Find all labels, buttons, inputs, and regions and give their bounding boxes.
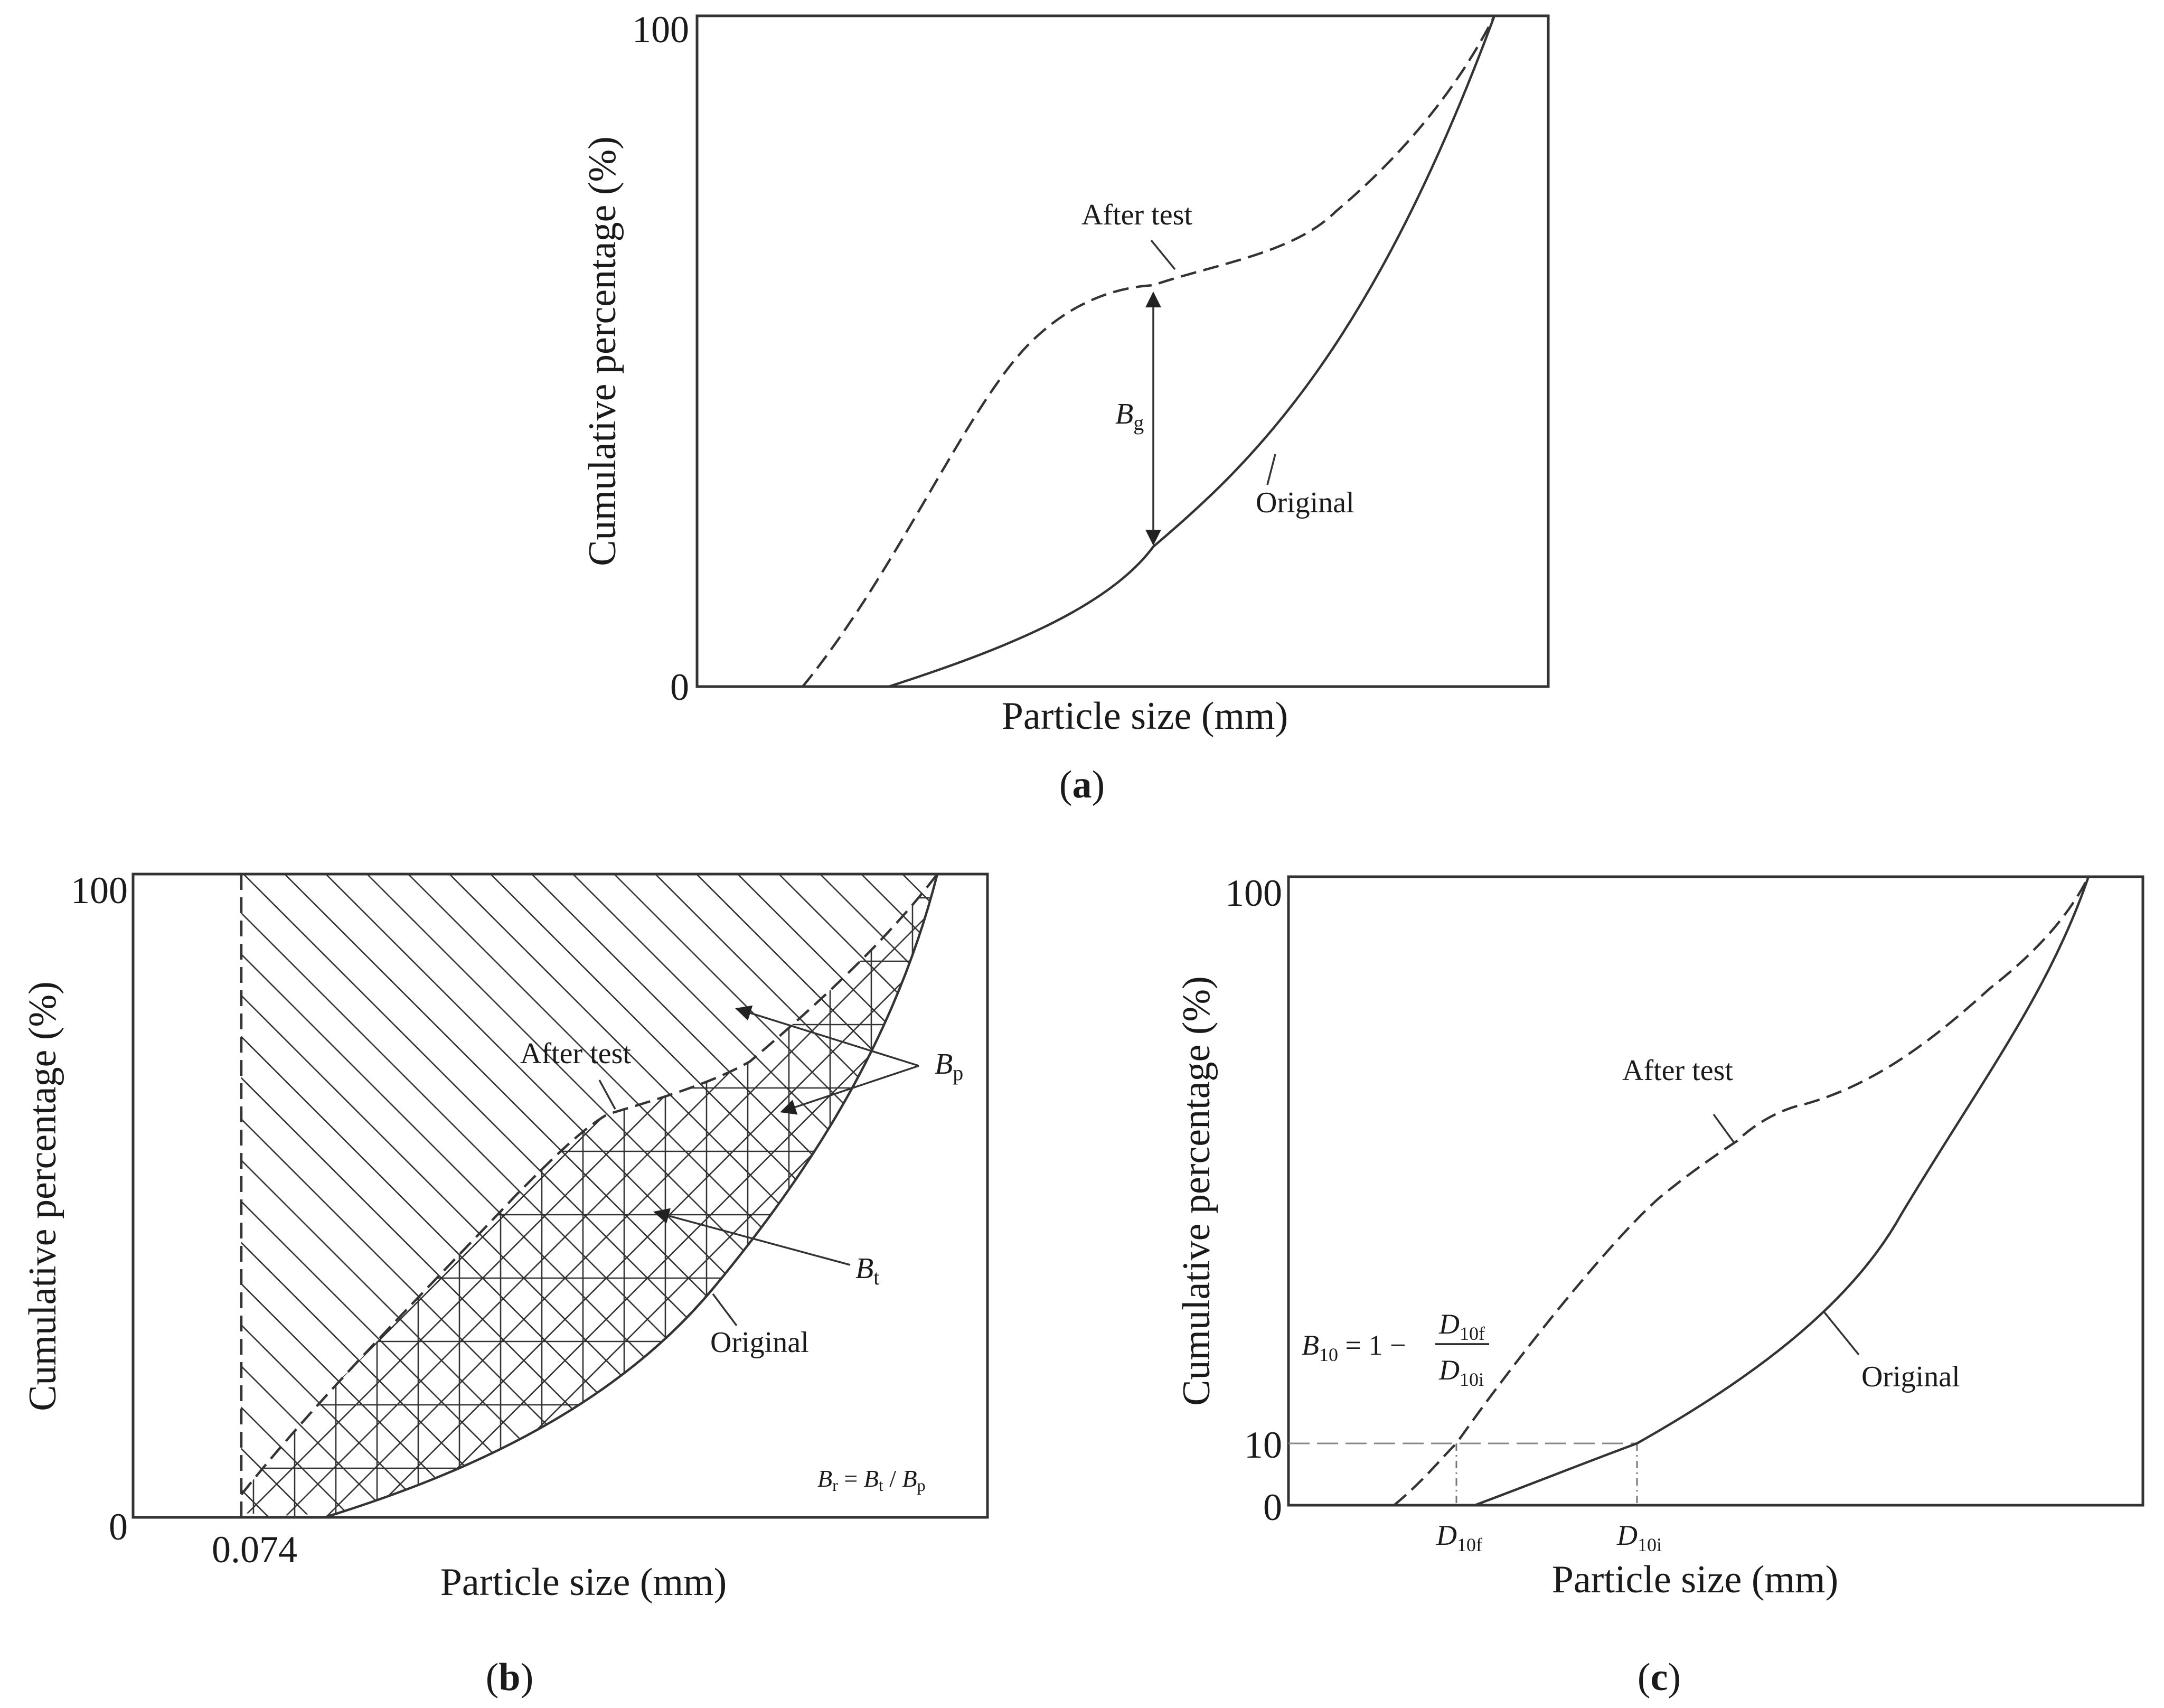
panel-c-y-bottom-tick: 0: [1263, 1486, 1282, 1528]
panel-a-original-leader: [1266, 454, 1276, 485]
panel-a-after-test-curve: [802, 15, 1496, 688]
svg-text:B10 = 1 −: B10 = 1 −: [1302, 1329, 1406, 1365]
panel-a-frame: [695, 14, 1550, 688]
panel-c-after-test-label: After test: [1622, 1054, 1733, 1087]
panel-c-x-axis-label: Particle size (mm): [1552, 1558, 1838, 1601]
panel-c-d10f-label: D10f: [1436, 1519, 1482, 1555]
panel-b-bp-arrow-lower: [780, 1065, 919, 1115]
panel-b-original-curve: [324, 874, 939, 1519]
panel-a-original-label: Original: [1256, 486, 1354, 519]
panel-b-formula: Br = Bt / Bp: [817, 1465, 926, 1495]
panel-c-original-curve: [1474, 876, 2090, 1507]
panel-b-x-axis-label: Particle size (mm): [440, 1561, 727, 1604]
panel-c-original-label: Original: [1861, 1360, 1960, 1393]
panel-c: 100 10 0 Cumulative percentage (%) Parti…: [1175, 872, 2144, 1699]
panel-a-bg-label: Bg: [1115, 398, 1144, 435]
panel-b-after-test-label: After test: [520, 1037, 631, 1070]
panel-a-y-bottom-tick: 0: [670, 666, 689, 708]
panel-b-original-leader: [712, 1293, 738, 1327]
svg-text:D10f: D10f: [1438, 1308, 1485, 1344]
panel-a-after-test-leader: [1150, 239, 1176, 270]
panel-a-y-axis-label: Cumulative percentage (%): [581, 136, 624, 566]
panel-b-y-bottom-tick: 0: [109, 1506, 128, 1548]
panel-b-frame: [131, 872, 989, 1519]
panel-a-x-axis-label: Particle size (mm): [1002, 695, 1288, 738]
panel-b-after-test-curve: [240, 873, 938, 1496]
panel-a-y-top-tick: 100: [632, 8, 689, 51]
panel-c-after-test-leader: [1713, 1113, 1736, 1144]
panel-c-frame: [1287, 875, 2144, 1507]
panel-b-bp-hatching: [241, 874, 937, 1517]
panel-b-bt-label: Bt: [855, 1252, 879, 1289]
panel-c-y-axis-label: Cumulative percentage (%): [1175, 976, 1218, 1406]
panel-b-bt-arrow: [653, 1208, 851, 1266]
panel-b-after-test-leader: [598, 1080, 616, 1110]
panel-b-y-axis-label: Cumulative percentage (%): [21, 981, 64, 1411]
svg-text:D10i: D10i: [1438, 1354, 1484, 1390]
panel-c-y-mid-tick: 10: [1244, 1424, 1282, 1466]
panel-a-after-test-label: After test: [1081, 199, 1192, 231]
panel-b-caption: (b): [486, 1656, 533, 1699]
panel-c-after-test-curve: [1393, 876, 2090, 1506]
panel-b-x-tick: 0.074: [212, 1528, 297, 1571]
panel-b-original-label: Original: [710, 1326, 809, 1359]
panel-c-original-leader: [1823, 1311, 1860, 1356]
panel-a: 100 0 Cumulative percentage (%) Particle…: [581, 8, 1550, 806]
panel-b-y-top-tick: 100: [71, 869, 128, 912]
panel-c-y-top-tick: 100: [1225, 872, 1282, 914]
panel-c-d10i-label: D10i: [1616, 1519, 1662, 1555]
panel-a-caption: (a): [1059, 763, 1105, 806]
panel-a-original-curve: [888, 15, 1496, 688]
panel-b-bp-label: Bp: [935, 1048, 963, 1085]
panel-c-caption: (c): [1638, 1656, 1681, 1699]
panel-b-bp-arrow-upper: [735, 1005, 919, 1067]
panel-c-formula: B10 = 1 − D10f D10i: [1302, 1308, 1489, 1390]
